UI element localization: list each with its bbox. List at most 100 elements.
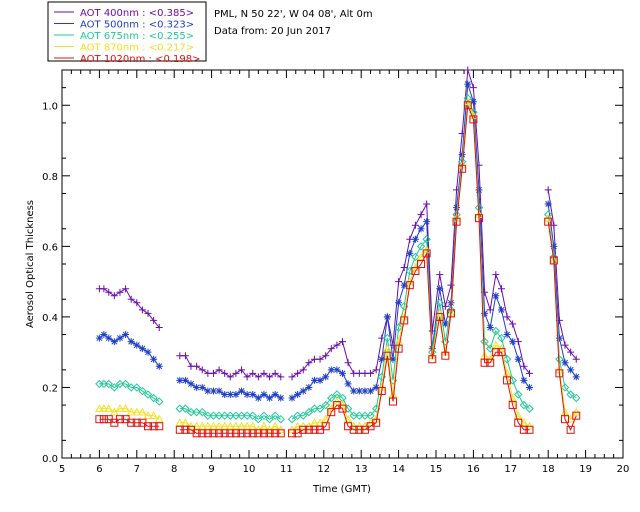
data-point (132, 407, 142, 416)
data-point (187, 380, 195, 388)
data-point (181, 376, 189, 384)
data-point (333, 366, 341, 374)
data-point (198, 429, 207, 438)
data-point (423, 200, 431, 208)
data-point (132, 418, 141, 427)
data-point (486, 358, 495, 367)
data-point (446, 309, 455, 318)
data-point (464, 80, 472, 88)
data-point (338, 404, 347, 413)
data-point (514, 418, 523, 427)
data-point (271, 369, 279, 377)
data-point (350, 387, 358, 395)
data-point (383, 344, 392, 352)
series-1 (95, 66, 580, 381)
data-point (333, 341, 341, 349)
data-point (238, 387, 246, 395)
data-point (388, 397, 397, 406)
series-line (99, 69, 577, 378)
data-point (411, 235, 419, 243)
data-point (322, 373, 330, 381)
data-point (193, 362, 201, 370)
data-point (321, 414, 331, 423)
x-tick-label: 9 (208, 464, 214, 475)
x-tick-label: 7 (134, 464, 140, 475)
data-point (310, 425, 319, 434)
data-point (110, 338, 118, 346)
data-point (502, 355, 512, 364)
data-point (231, 429, 240, 438)
data-point (383, 351, 392, 360)
x-tick-label: 18 (542, 464, 555, 475)
y-tick-label: 0.2 (42, 383, 58, 394)
data-point (237, 411, 246, 420)
data-point (435, 312, 444, 321)
legend-entry: AOT 675nm : <0.255> (80, 31, 194, 42)
series-line (99, 98, 577, 420)
data-point (203, 411, 213, 420)
data-point (99, 415, 108, 424)
data-point (464, 66, 472, 74)
data-point (95, 415, 104, 424)
data-point (265, 429, 274, 438)
data-point (316, 376, 324, 384)
data-point (481, 309, 489, 317)
data-point (394, 344, 403, 353)
data-point (150, 316, 158, 324)
data-point (509, 338, 517, 346)
data-point (491, 348, 500, 357)
data-point (294, 369, 302, 377)
data-point (299, 425, 308, 434)
data-point (105, 334, 113, 342)
data-point (572, 411, 581, 420)
data-point (400, 316, 409, 325)
y-tick-label: 0.8 (42, 172, 58, 183)
data-point (198, 366, 206, 374)
data-point (144, 422, 153, 431)
data-point (149, 411, 158, 419)
data-point (203, 421, 213, 430)
data-point (321, 400, 330, 410)
data-point (561, 415, 570, 424)
data-point (304, 407, 314, 417)
x-tick-label: 5 (59, 464, 65, 475)
data-point (215, 429, 224, 438)
data-point (355, 387, 363, 395)
plot-frame (61, 69, 624, 459)
data-point (115, 415, 124, 424)
series-line (99, 101, 577, 431)
data-point (203, 429, 212, 438)
data-point (133, 341, 141, 349)
data-point (277, 373, 285, 381)
data-point (237, 421, 246, 430)
data-point (497, 333, 506, 343)
data-point (192, 407, 201, 417)
data-point (127, 295, 135, 303)
data-point (423, 218, 431, 226)
data-point (475, 186, 483, 194)
data-point (259, 429, 268, 438)
data-point (327, 366, 335, 374)
data-point (294, 391, 302, 399)
data-point (566, 390, 575, 399)
data-point (514, 390, 523, 399)
data-point (226, 391, 234, 399)
data-point (293, 411, 302, 420)
data-point (226, 411, 235, 420)
data-point (327, 408, 336, 417)
data-point (270, 421, 280, 430)
data-point (209, 369, 217, 377)
data-point (231, 411, 241, 420)
data-point (100, 285, 108, 293)
data-point (116, 334, 124, 342)
data-date: Data from: 20 Jun 2017 (214, 26, 331, 37)
data-point (288, 373, 296, 381)
data-point (417, 211, 425, 219)
data-point (555, 334, 563, 342)
data-point (270, 411, 280, 420)
data-point (372, 383, 380, 391)
data-point (254, 414, 263, 424)
data-point (127, 338, 135, 346)
data-point (525, 425, 534, 434)
x-tick-label: 13 (355, 464, 368, 475)
